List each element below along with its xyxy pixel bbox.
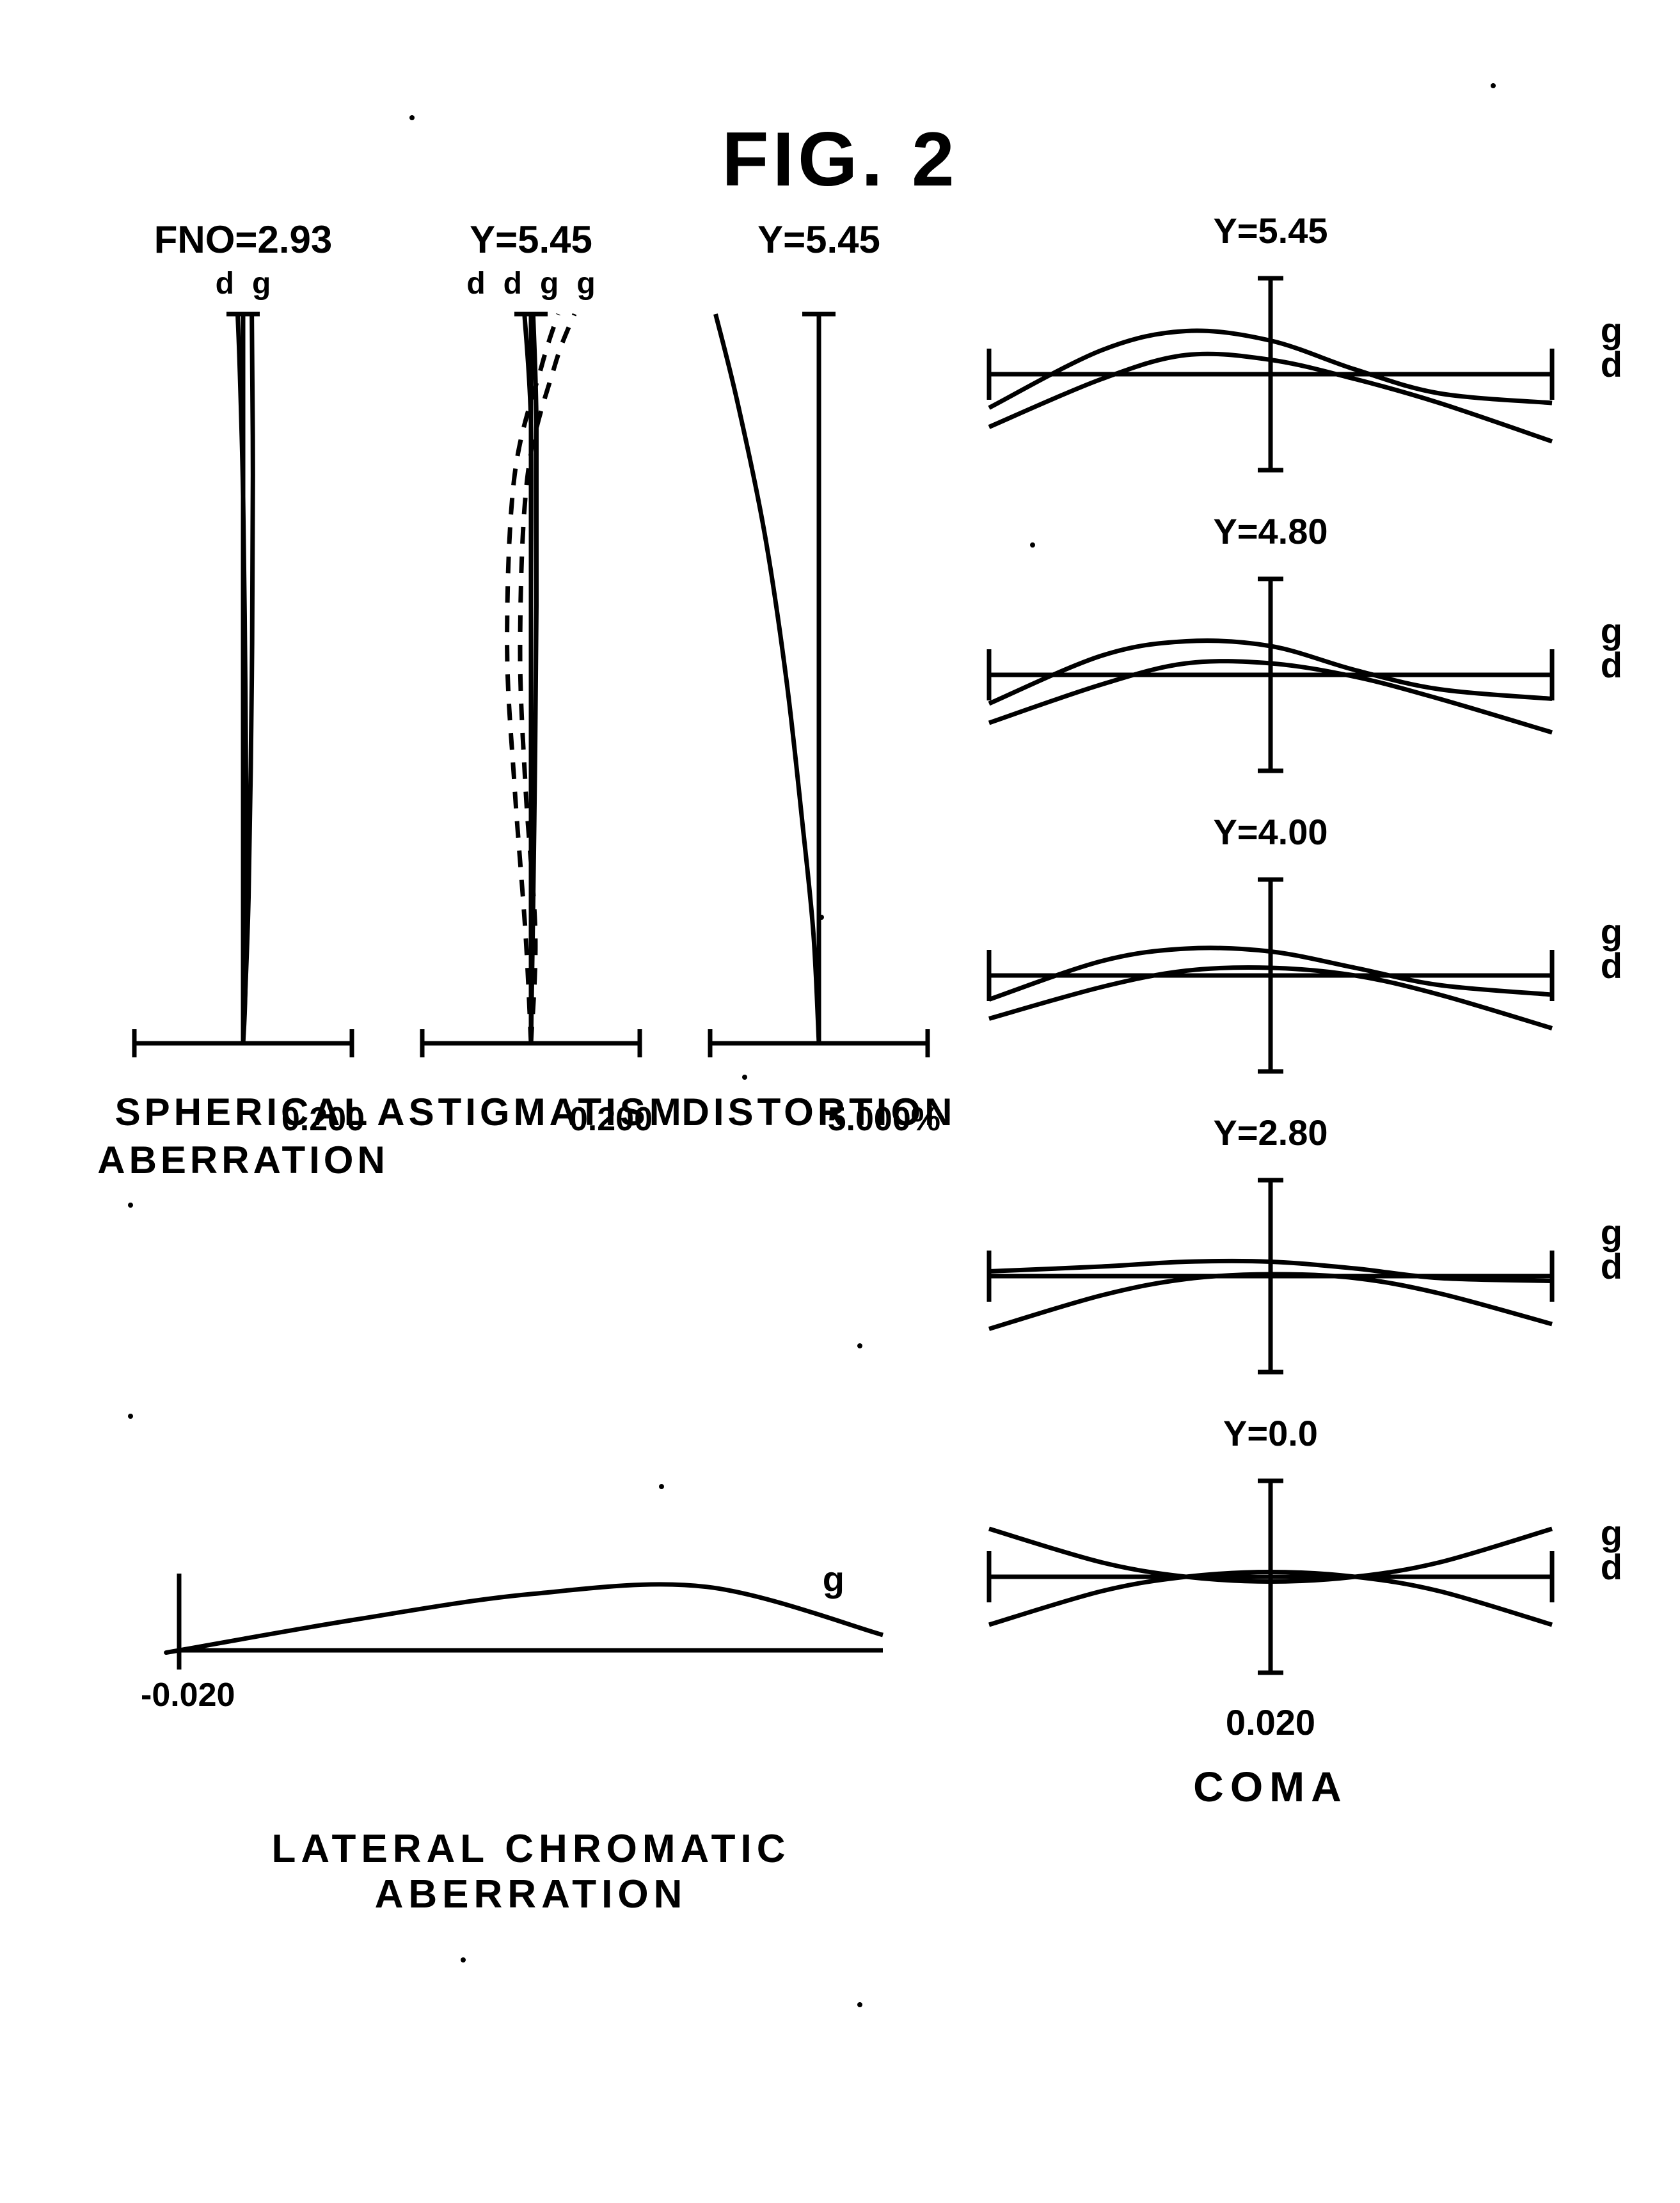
coma-svg — [963, 217, 1578, 493]
lateral-g-label: g — [823, 1558, 844, 1600]
vertical-plots-row: FNO=2.93 d g 0.200 SPHERICAL ABERRATION … — [128, 217, 934, 1305]
coma-y-label: Y=2.80 — [1213, 1112, 1327, 1153]
coma-g-label: g — [1601, 1516, 1622, 1550]
coma-caption: COMA — [1193, 1762, 1348, 1811]
astig-g1-label: g — [540, 266, 559, 301]
coma-svg — [963, 1119, 1578, 1394]
coma-svg — [963, 819, 1578, 1094]
coma-plot: Y=2.80gd — [963, 1119, 1578, 1394]
coma-plot: Y=4.80gd — [963, 518, 1578, 793]
coma-g-label: g — [1601, 313, 1622, 347]
scan-dot — [409, 115, 415, 120]
spherical-range: 0.200 — [281, 1100, 365, 1139]
spherical-top-label: FNO=2.93 — [154, 217, 332, 262]
distortion-svg — [704, 301, 934, 1069]
distortion-top-label: Y=5.45 — [757, 217, 880, 262]
scan-dot — [128, 1414, 133, 1419]
scan-dot — [128, 1203, 133, 1208]
coma-line-labels: gd — [1601, 1215, 1622, 1283]
coma-svg — [963, 518, 1578, 793]
spherical-g-label: g — [252, 266, 271, 301]
scan-dot — [1491, 83, 1496, 88]
scan-dot — [659, 1484, 664, 1489]
scan-dot — [819, 915, 824, 920]
coma-g-label: g — [1601, 915, 1622, 949]
astig-d2-label: d — [503, 266, 522, 301]
coma-g-label: g — [1601, 1215, 1622, 1249]
spherical-svg — [128, 301, 358, 1069]
coma-y-label: Y=4.00 — [1213, 811, 1327, 853]
lateral-svg — [141, 1439, 921, 1772]
coma-d-label: d — [1601, 347, 1622, 381]
coma-plot: Y=5.45gd — [963, 217, 1578, 493]
scan-dot — [742, 1075, 747, 1080]
coma-d-label: d — [1601, 648, 1622, 682]
astig-g2-label: g — [576, 266, 595, 301]
astig-d1-label: d — [466, 266, 485, 301]
coma-line-labels: gd — [1601, 1516, 1622, 1584]
astigmatism-top-label: Y=5.45 — [470, 217, 592, 262]
coma-plot: Y=4.00gd — [963, 819, 1578, 1094]
coma-line-labels: gd — [1601, 313, 1622, 381]
spherical-line-labels: d g — [216, 267, 271, 301]
scan-dot — [1030, 542, 1035, 548]
coma-g-label: g — [1601, 614, 1622, 648]
page: FIG. 2 FNO=2.93 d g 0.200 SPHERICAL ABER… — [0, 0, 1680, 2203]
figure-title: FIG. 2 — [722, 115, 958, 203]
coma-svg — [963, 1420, 1578, 1695]
lateral-block: g -0.020 LATERAL CHROMATIC ABERRATION — [141, 1439, 921, 1925]
coma-column: Y=5.45gdY=4.80gdY=4.00gdY=2.80gdY=0.0gd 0… — [963, 217, 1578, 1893]
spherical-plot: FNO=2.93 d g 0.200 SPHERICAL ABERRATION — [128, 217, 358, 1305]
coma-plot: Y=0.0gd — [963, 1420, 1578, 1695]
distortion-range: 5.000% — [828, 1100, 940, 1139]
astigmatism-svg — [416, 301, 646, 1069]
lateral-range: -0.020 — [141, 1676, 235, 1714]
coma-d-label: d — [1601, 1550, 1622, 1584]
astigmatism-line-labels: d d g g — [466, 267, 595, 301]
coma-y-label: Y=0.0 — [1223, 1412, 1318, 1454]
coma-y-label: Y=4.80 — [1213, 510, 1327, 552]
lateral-caption: LATERAL CHROMATIC ABERRATION — [141, 1826, 921, 1917]
distortion-plot: Y=5.45 5.000% DISTORTION — [704, 217, 934, 1305]
scan-dot — [857, 1343, 862, 1348]
coma-d-label: d — [1601, 949, 1622, 983]
astigmatism-range: 0.200 — [569, 1100, 653, 1139]
coma-y-label: Y=5.45 — [1213, 210, 1327, 251]
astigmatism-plot: Y=5.45 d d g g 0.200 ASTIGMATISM — [416, 217, 646, 1305]
coma-line-labels: gd — [1601, 915, 1622, 983]
coma-d-label: d — [1601, 1249, 1622, 1283]
coma-scale: 0.020 — [1226, 1702, 1315, 1743]
scan-dot — [857, 2002, 862, 2007]
scan-dot — [461, 1957, 466, 1962]
coma-line-labels: gd — [1601, 614, 1622, 682]
spherical-d-label: d — [216, 266, 234, 301]
